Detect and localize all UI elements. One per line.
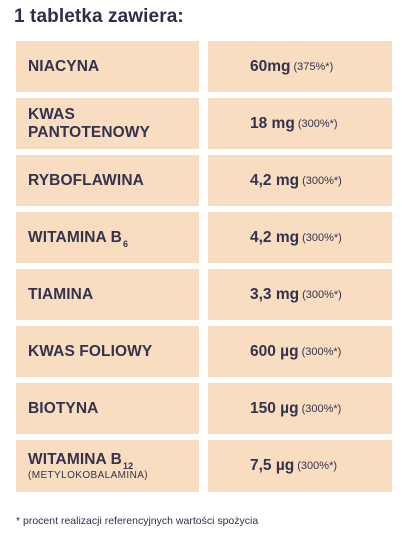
- nutrient-value-cell: 150 µg (300%*): [208, 383, 392, 434]
- nutrient-name-cell: TIAMINA: [16, 269, 199, 320]
- table-row: KWAS FOLIOWY 600 µg (300%*): [16, 326, 392, 377]
- nutrient-amount: 7,5 µg: [250, 457, 295, 474]
- table-row: TIAMINA 3,3 mg (300%*): [16, 269, 392, 320]
- table-row: BIOTYNA 150 µg (300%*): [16, 383, 392, 434]
- nutrient-name: KWAS FOLIOWY: [28, 342, 153, 360]
- nutrient-percent: (300%*): [297, 460, 338, 472]
- nutrient-value-cell: 60mg (375%*): [208, 41, 392, 92]
- page-heading: 1 tabletka zawiera:: [14, 6, 184, 27]
- table-row: WITAMINA B6 4,2 mg (300%*): [16, 212, 392, 263]
- nutrient-note: (METYLOKOBALAMINA): [28, 470, 148, 481]
- nutrient-subscript: 12: [122, 461, 134, 471]
- nutrient-value-cell: 3,3 mg (300%*): [208, 269, 392, 320]
- nutrient-amount: 18 mg: [250, 114, 295, 132]
- table-row: RYBOFLAWINA 4,2 mg (300%*): [16, 155, 392, 206]
- nutrient-value-cell: 600 µg (300%*): [208, 326, 392, 377]
- nutrient-name-line: BIOTYNA: [28, 400, 98, 418]
- nutrient-name-cell: KWAS FOLIOWY: [16, 326, 199, 377]
- nutrient-percent: (375%*): [293, 60, 334, 73]
- nutrient-name: BIOTYNA: [28, 399, 99, 417]
- nutrient-percent: (300%*): [301, 345, 342, 358]
- nutrient-name: KWAS PANTOTENOWY: [28, 105, 150, 141]
- nutrient-name-cell: NIACYNA: [16, 41, 199, 92]
- nutrient-amount: 600 µg: [250, 342, 299, 360]
- nutrient-name: NIACYNA: [28, 57, 100, 75]
- nutrient-name-line: RYBOFLAWINA: [28, 172, 144, 190]
- nutrient-amount: 60mg: [250, 57, 291, 75]
- nutrient-value-cell: 7,5 µg (300%*): [208, 440, 392, 492]
- nutrient-value-cell: 4,2 mg (300%*): [208, 155, 392, 206]
- nutrient-name-cell: KWAS PANTOTENOWY: [16, 98, 199, 149]
- table-row: WITAMINA B12 (METYLOKOBALAMINA) 7,5 µg (3…: [16, 440, 392, 492]
- nutrient-table: NIACYNA 60mg (375%*) KWAS PANTOTENOWY 18 …: [16, 41, 392, 492]
- nutrient-amount: 3,3 mg: [250, 285, 300, 303]
- nutrient-name-line: TIAMINA: [28, 286, 93, 304]
- nutrient-name: RYBOFLAWINA: [28, 171, 144, 189]
- nutrient-name-line: NIACYNA: [28, 58, 99, 76]
- nutrient-percent: (300%*): [302, 288, 342, 301]
- nutrient-name-line: WITAMINA B12: [28, 451, 134, 471]
- nutrient-name-cell: BIOTYNA: [16, 383, 199, 434]
- nutrient-percent: (300%*): [297, 117, 338, 130]
- nutrient-name-line: KWAS FOLIOWY: [28, 343, 152, 361]
- nutrient-name-cell: RYBOFLAWINA: [16, 155, 199, 206]
- nutrient-name: TIAMINA: [28, 285, 94, 303]
- nutrient-subscript: 6: [122, 238, 129, 249]
- footnote: * procent realizacji referencyjnych wart…: [16, 515, 259, 527]
- nutrient-name-cell: WITAMINA B6: [16, 212, 199, 263]
- nutrient-percent: (300%*): [301, 402, 342, 415]
- nutrient-name-line: KWAS PANTOTENOWY: [28, 106, 199, 142]
- nutrient-value-cell: 4,2 mg (300%*): [208, 212, 392, 263]
- nutrient-percent: (300%*): [302, 231, 342, 244]
- table-row: KWAS PANTOTENOWY 18 mg (300%*): [16, 98, 392, 149]
- nutrient-name: WITAMINA B: [28, 228, 122, 246]
- nutrient-percent: (300%*): [302, 174, 342, 187]
- nutrient-name-cell: WITAMINA B12 (METYLOKOBALAMINA): [16, 440, 199, 492]
- nutrient-amount: 4,2 mg: [250, 228, 300, 246]
- table-row: NIACYNA 60mg (375%*): [16, 41, 392, 92]
- nutrient-amount: 4,2 mg: [250, 171, 300, 189]
- nutrient-value-cell: 18 mg (300%*): [208, 98, 392, 149]
- nutrient-amount: 150 µg: [250, 399, 299, 417]
- nutrient-name-line: WITAMINA B6: [28, 228, 129, 249]
- nutrient-name: WITAMINA B: [28, 451, 122, 468]
